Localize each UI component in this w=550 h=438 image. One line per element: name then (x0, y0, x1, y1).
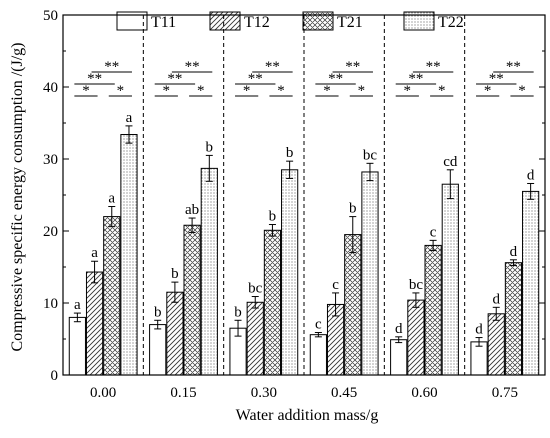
significance-mark: * (518, 83, 526, 99)
significance-letter: b (171, 266, 179, 282)
legend-label-t21: T21 (337, 14, 363, 31)
bar-t22 (200, 167, 218, 376)
bar-t21 (344, 234, 362, 376)
bar-t12 (246, 301, 264, 376)
legend-label-t22: T22 (438, 14, 464, 31)
y-tick-label: 20 (43, 224, 58, 240)
x-tick-label: 0.75 (492, 385, 518, 401)
significance-mark: ** (506, 59, 521, 75)
significance-letter: b (154, 304, 162, 320)
legend-swatch-t12 (209, 11, 241, 31)
x-tick-label: 0.45 (331, 385, 357, 401)
bar-t21 (424, 244, 442, 376)
bar-t12 (407, 299, 425, 376)
significance-letter: cd (443, 154, 458, 170)
significance-mark: ** (87, 71, 102, 87)
significance-mark: ** (185, 59, 200, 75)
significance-letter: b (286, 145, 294, 161)
significance-letter: d (395, 321, 403, 337)
bar-t11 (149, 324, 167, 376)
significance-mark: ** (265, 59, 280, 75)
significance-letter: a (126, 110, 133, 126)
x-tick-label: 0.00 (90, 385, 116, 401)
legend-label-t12: T12 (244, 14, 270, 31)
significance-mark: ** (345, 59, 360, 75)
significance-letter: d (527, 167, 535, 183)
y-tick-label: 0 (51, 368, 59, 384)
significance-letter: a (108, 191, 115, 207)
significance-mark: * (358, 83, 366, 99)
significance-letter: b (206, 139, 214, 155)
bar-t11 (68, 316, 86, 376)
significance-mark: ** (167, 71, 182, 87)
significance-mark: * (277, 83, 285, 99)
significance-letter: b (269, 209, 277, 225)
bar-t22 (522, 190, 540, 376)
significance-mark: ** (408, 71, 423, 87)
plot-frame (62, 14, 546, 376)
significance-letter: b (234, 304, 242, 320)
significance-mark: ** (104, 59, 119, 75)
significance-mark: * (82, 83, 90, 99)
significance-letter: bc (363, 147, 378, 163)
bar-t22 (361, 171, 379, 376)
significance-mark: * (438, 83, 446, 99)
y-tick-label: 50 (43, 8, 58, 24)
legend-swatch-t21 (302, 11, 334, 31)
y-tick-label: 10 (43, 296, 58, 312)
legend: T11 T12 T21 T22 (116, 11, 464, 31)
bar-t12 (487, 313, 505, 376)
significance-mark: * (243, 83, 251, 99)
significance-letter: bc (248, 281, 263, 297)
significance-letter: bc (409, 277, 424, 293)
legend-swatch-t11 (116, 11, 148, 31)
bar-t12 (85, 271, 104, 376)
significance-letter: c (332, 277, 339, 293)
bar-t22 (281, 169, 299, 376)
y-tick-label: 30 (43, 152, 58, 168)
y-axis-title: Compressive specific energy consumption … (9, 43, 26, 352)
y-tick-label: 40 (43, 80, 58, 96)
significance-mark: * (323, 83, 331, 99)
bar-t12 (166, 291, 184, 376)
bar-t21 (103, 216, 121, 376)
bar-t22 (120, 134, 138, 376)
significance-letter: c (430, 224, 437, 240)
significance-mark: * (117, 83, 125, 99)
significance-letter: ab (185, 202, 199, 218)
bar-t11 (470, 341, 488, 376)
significance-mark: * (404, 83, 412, 99)
significance-letter: a (91, 245, 98, 261)
x-axis-title: Water addition mass/g (236, 407, 379, 424)
significance-mark: * (197, 83, 205, 99)
significance-letter: b (349, 201, 357, 217)
significance-mark: ** (426, 59, 441, 75)
significance-mark: ** (489, 71, 504, 87)
significance-letter: d (492, 291, 500, 307)
bar-t21 (183, 224, 201, 376)
bar-t11 (309, 334, 327, 376)
x-tick-label: 0.15 (170, 385, 196, 401)
significance-mark: * (163, 83, 171, 99)
significance-letter: d (475, 322, 483, 338)
significance-letter: d (510, 244, 518, 260)
x-tick-label: 0.30 (251, 385, 277, 401)
bar-t22 (441, 183, 459, 376)
x-tick-label: 0.60 (411, 385, 437, 401)
significance-mark: ** (248, 71, 263, 87)
bar-t11 (390, 339, 408, 376)
significance-letter: c (315, 317, 322, 333)
bar-t21 (504, 262, 523, 376)
significance-letter: a (74, 297, 81, 313)
legend-swatch-t22 (403, 11, 435, 31)
significance-mark: * (484, 83, 492, 99)
significance-mark: ** (328, 71, 343, 87)
legend-label-t11: T11 (151, 14, 176, 31)
bar-t21 (263, 229, 282, 376)
